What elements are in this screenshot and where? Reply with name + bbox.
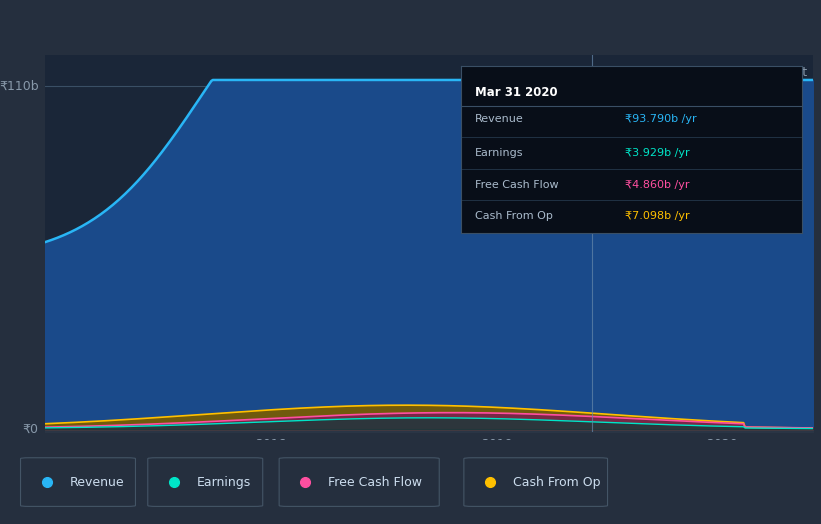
Text: Free Cash Flow: Free Cash Flow xyxy=(328,476,422,488)
Text: Cash From Op: Cash From Op xyxy=(475,211,553,221)
Text: ₹0: ₹0 xyxy=(23,423,39,435)
Text: Free Cash Flow: Free Cash Flow xyxy=(475,180,558,190)
Text: Earnings: Earnings xyxy=(475,148,524,158)
Text: ₹93.790b /yr: ₹93.790b /yr xyxy=(625,114,696,124)
Text: Revenue: Revenue xyxy=(475,114,524,124)
Text: ₹110b: ₹110b xyxy=(0,80,39,93)
Text: ₹4.860b /yr: ₹4.860b /yr xyxy=(625,180,690,190)
Text: ₹3.929b /yr: ₹3.929b /yr xyxy=(625,148,690,158)
Text: ₹7.098b /yr: ₹7.098b /yr xyxy=(625,211,690,221)
Text: Mar 31 2020: Mar 31 2020 xyxy=(475,85,557,99)
Text: Revenue: Revenue xyxy=(70,476,125,488)
Text: Earnings: Earnings xyxy=(197,476,251,488)
Text: Cash From Op: Cash From Op xyxy=(513,476,601,488)
Text: Past: Past xyxy=(782,67,807,79)
